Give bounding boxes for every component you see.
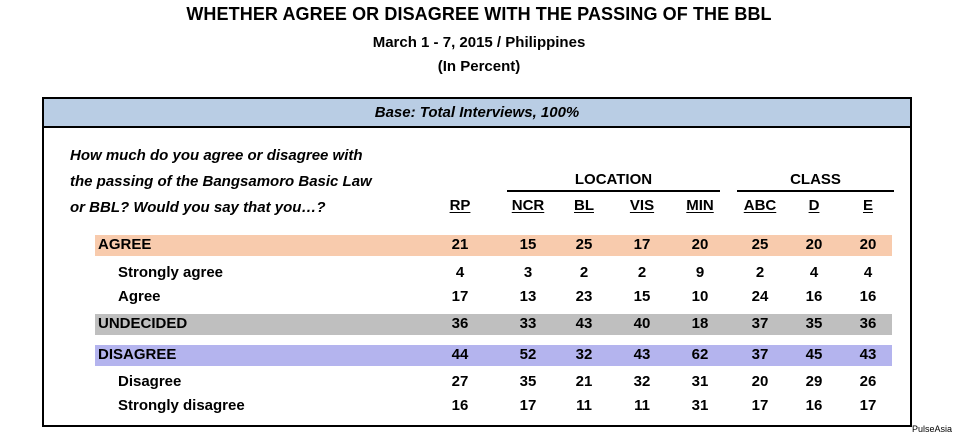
column-group-location: LOCATION [507, 170, 720, 192]
value-cell: 11 [634, 397, 650, 414]
value-cell: 17 [451, 288, 469, 305]
value-cell: 16 [859, 288, 877, 305]
value-cell: 45 [805, 346, 823, 363]
column-header-rp: RP [449, 197, 471, 214]
column-header-ncr: NCR [511, 197, 545, 214]
value-cell: 20 [805, 236, 823, 253]
source-label: PulseAsia [911, 424, 952, 434]
value-cell: 17 [519, 397, 537, 414]
row-label-undecided: UNDECIDED [98, 315, 188, 332]
table-frame: Base: Total Interviews, 100% How much do… [42, 97, 912, 427]
value-cell: 4 [863, 264, 873, 281]
value-cell: 16 [805, 288, 823, 305]
chart-subtitle: March 1 - 7, 2015 / Philippines [372, 34, 586, 51]
value-cell: 17 [859, 397, 877, 414]
band-disagree [95, 345, 892, 366]
value-cell: 37 [751, 346, 769, 363]
value-cell: 20 [751, 373, 769, 390]
value-cell: 62 [691, 346, 709, 363]
value-cell: 3 [523, 264, 533, 281]
value-cell: 43 [575, 315, 593, 332]
question-line-1: How much do you agree or disagree with [70, 147, 363, 164]
value-cell: 25 [751, 236, 769, 253]
value-cell: 9 [695, 264, 705, 281]
value-cell: 17 [633, 236, 651, 253]
row-label-agree: Agree [118, 288, 161, 305]
row-label-strongly-agree: Strongly agree [118, 264, 224, 281]
band-undecided [95, 314, 892, 335]
base-row: Base: Total Interviews, 100% [44, 99, 910, 128]
value-cell: 35 [805, 315, 823, 332]
column-group-class: CLASS [737, 170, 894, 192]
value-cell: 25 [575, 236, 593, 253]
value-cell: 36 [451, 315, 469, 332]
column-header-min: MIN [686, 197, 714, 214]
value-cell: 10 [691, 288, 709, 305]
column-header-d: D [808, 197, 820, 214]
value-cell: 40 [633, 315, 651, 332]
unit-note: (In Percent) [437, 58, 521, 75]
value-cell: 32 [633, 373, 651, 390]
value-cell: 23 [575, 288, 593, 305]
value-cell: 13 [519, 288, 537, 305]
column-header-vis: VIS [629, 197, 655, 214]
row-label-disagree: Disagree [118, 373, 182, 390]
column-header-abc: ABC [743, 197, 777, 214]
value-cell: 29 [805, 373, 823, 390]
value-cell: 18 [691, 315, 709, 332]
value-cell: 15 [633, 288, 651, 305]
value-cell: 2 [579, 264, 589, 281]
value-cell: 24 [751, 288, 769, 305]
value-cell: 2 [637, 264, 647, 281]
value-cell: 44 [451, 346, 469, 363]
value-cell: 20 [691, 236, 709, 253]
value-cell: 4 [809, 264, 819, 281]
value-cell: 33 [519, 315, 537, 332]
row-label-agree: AGREE [98, 236, 152, 253]
value-cell: 16 [451, 397, 469, 414]
value-cell: 27 [451, 373, 469, 390]
row-label-disagree: DISAGREE [98, 346, 177, 363]
value-cell: 16 [805, 397, 823, 414]
value-cell: 31 [691, 373, 709, 390]
value-cell: 26 [859, 373, 877, 390]
value-cell: 52 [519, 346, 537, 363]
column-header-bl: BL [574, 197, 594, 214]
question-line-2: the passing of the Bangsamoro Basic Law [70, 173, 372, 190]
value-cell: 21 [451, 236, 469, 253]
value-cell: 4 [455, 264, 465, 281]
value-cell: 37 [751, 315, 769, 332]
value-cell: 17 [751, 397, 769, 414]
row-label-strongly-disagree: Strongly disagree [118, 397, 245, 414]
band-agree [95, 235, 892, 256]
column-header-e: E [862, 197, 873, 214]
value-cell: 32 [575, 346, 593, 363]
value-cell: 21 [575, 373, 593, 390]
value-cell: 31 [691, 397, 709, 414]
question-line-3: or BBL? Would you say that you…? [70, 199, 326, 216]
value-cell: 15 [519, 236, 537, 253]
value-cell: 35 [519, 373, 537, 390]
value-cell: 43 [859, 346, 877, 363]
value-cell: 2 [755, 264, 765, 281]
value-cell: 43 [633, 346, 651, 363]
value-cell: 20 [859, 236, 877, 253]
value-cell: 36 [859, 315, 877, 332]
chart-title: WHETHER AGREE OR DISAGREE WITH THE PASSI… [186, 4, 772, 24]
value-cell: 11 [576, 397, 592, 414]
